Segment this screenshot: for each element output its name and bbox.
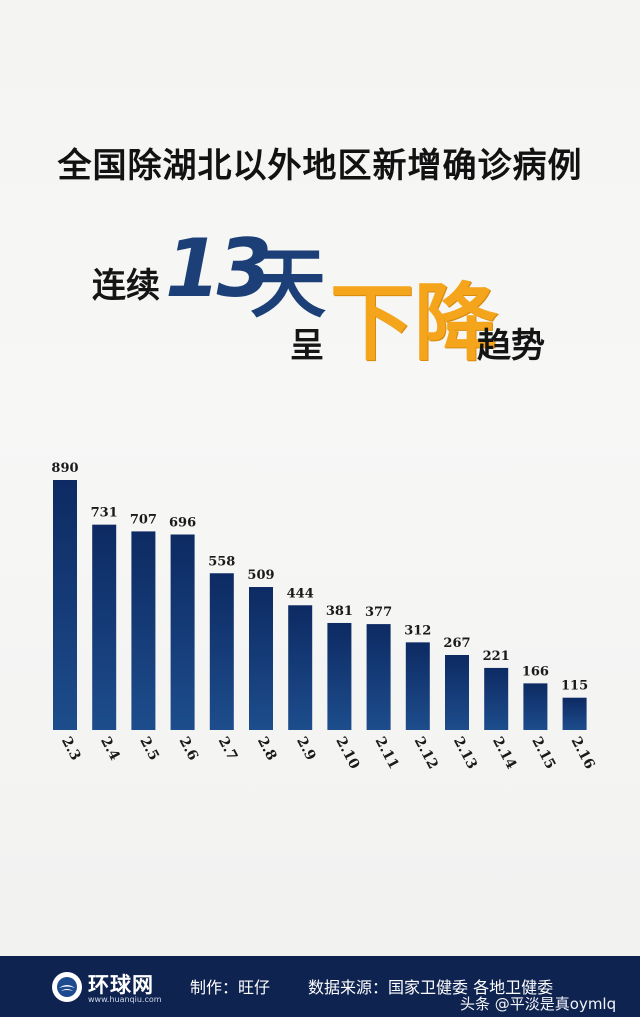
x-tick-label-2.9: 2.9	[293, 734, 319, 763]
x-tick-label-2.5: 2.5	[136, 734, 162, 763]
headline-unit: 天	[250, 239, 326, 328]
brand-logo-text: 环球网	[88, 973, 154, 997]
bar-2.10	[327, 622, 352, 730]
bar-2.14	[484, 667, 509, 730]
data-source-credit: 数据来源：国家卫健委 各地卫健委	[308, 978, 554, 997]
brand-logo-url: www.huanqiu.com	[88, 995, 162, 1004]
x-tick-label-2.12: 2.12	[411, 734, 441, 772]
headline-prefix: 连续	[92, 266, 160, 306]
x-tick-label-2.8: 2.8	[254, 734, 280, 763]
chart-title: 全国除湖北以外地区新增确诊病例	[57, 146, 583, 186]
data-label-2.16: 115	[561, 679, 588, 694]
bar-2.6	[170, 534, 195, 730]
x-tick-label-2.3: 2.3	[58, 734, 84, 763]
data-label-2.14: 221	[483, 649, 510, 664]
data-label-2.9: 444	[287, 586, 314, 601]
x-tick-label-2.4: 2.4	[97, 734, 123, 763]
x-tick-label-2.14: 2.14	[489, 734, 519, 772]
data-label-2.10: 381	[326, 604, 353, 619]
footer: 环球网 www.huanqiu.com 制作：旺仔 数据来源：国家卫健委 各地卫…	[0, 956, 640, 1017]
x-tick-label-2.15: 2.15	[528, 734, 558, 772]
bar-2.12	[405, 642, 430, 730]
data-label-2.6: 696	[169, 515, 196, 530]
x-tick-label-2.7: 2.7	[215, 734, 241, 763]
headline-emphasis: 下降	[330, 273, 499, 372]
bar-chart: 890 2.3 731 2.4 707 2.5 696 2.6 558 2.7 509 2.8 444 2…	[51, 461, 597, 772]
bar-2.4	[92, 524, 117, 730]
data-label-2.3: 890	[51, 461, 78, 476]
x-tick-label-2.10: 2.10	[332, 734, 362, 772]
bar-2.15	[523, 683, 548, 730]
x-tick-label-2.13: 2.13	[450, 734, 480, 772]
data-label-2.4: 731	[91, 506, 118, 521]
headline-suffix: 趋势	[477, 326, 545, 366]
bar-2.9	[288, 605, 313, 730]
data-label-2.7: 558	[208, 554, 235, 569]
bar-2.8	[249, 587, 273, 730]
headline-number: 13	[165, 222, 272, 315]
maker-credit: 制作：旺仔	[190, 978, 271, 997]
data-label-2.15: 166	[522, 664, 549, 679]
data-label-2.13: 267	[443, 636, 470, 651]
bar-2.5	[131, 531, 156, 730]
data-label-2.11: 377	[365, 605, 392, 620]
data-label-2.5: 707	[130, 512, 157, 527]
headline-middle: 呈	[290, 326, 324, 366]
x-tick-label-2.16: 2.16	[568, 734, 598, 772]
x-tick-label-2.6: 2.6	[176, 734, 202, 763]
bar-2.3	[53, 480, 77, 730]
bar-series: 890 2.3 731 2.4 707 2.5 696 2.6 558 2.7 509 2.8 444 2…	[51, 461, 597, 772]
bar-2.11	[366, 624, 391, 730]
data-label-2.8: 509	[247, 568, 274, 583]
globe-logo-icon	[52, 972, 82, 1002]
bar-2.16	[562, 697, 587, 730]
data-label-2.12: 312	[404, 623, 431, 638]
x-tick-label-2.11: 2.11	[372, 734, 402, 772]
bar-2.13	[445, 655, 469, 730]
watermark: 头条 @平淡是真oymlq	[460, 995, 617, 1013]
bar-2.7	[209, 573, 234, 730]
